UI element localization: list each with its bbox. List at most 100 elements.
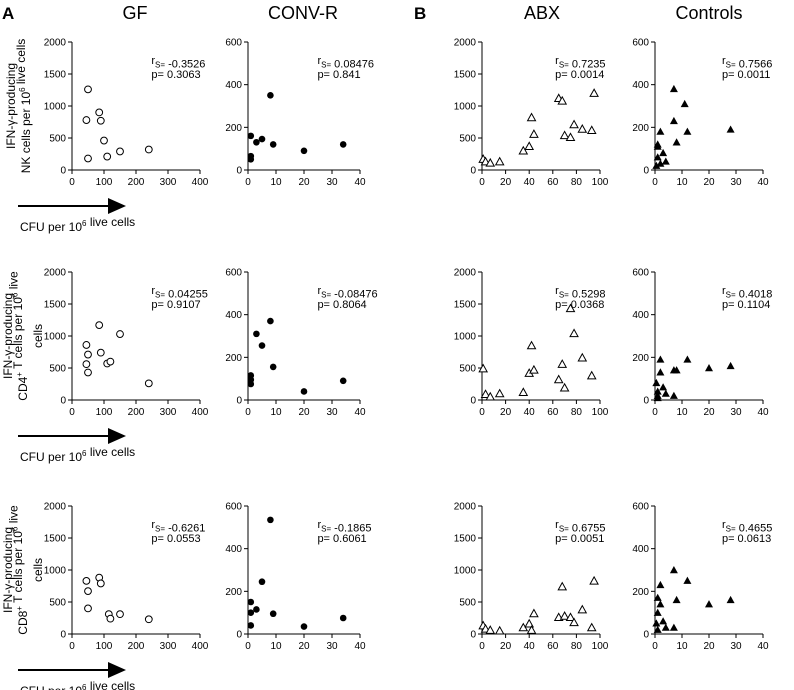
x-tick-label: 60 — [547, 177, 559, 188]
data-point — [577, 352, 588, 362]
x-tick-label: 60 — [547, 641, 559, 652]
cfu-arrow — [18, 662, 126, 678]
y-tick-label: 0 — [60, 396, 66, 407]
y-tick-label: 0 — [236, 396, 242, 407]
data-point — [683, 576, 692, 584]
cfu-label: CFU per 106 live cells — [20, 679, 135, 690]
row-ylabel: IFN-γ-producing NK cells per 106 live cel… — [4, 39, 33, 174]
data-point — [669, 566, 678, 574]
y-tick-label: 1000 — [44, 566, 67, 577]
figure-rows: IFN-γ-producing NK cells per 106 live cel… — [1, 39, 135, 690]
rs-annotation: rS= 0.6755 — [555, 519, 605, 534]
data-point — [144, 615, 153, 624]
data-point — [258, 342, 266, 349]
data-point — [656, 159, 665, 167]
y-tick-label: 400 — [632, 310, 649, 321]
ylabel-line: CD4+ T cells per 106 live — [6, 271, 30, 401]
x-tick-label: 0 — [245, 641, 251, 652]
data-point — [557, 95, 568, 105]
x-tick-label: 40 — [757, 407, 769, 418]
y-tick-label: 600 — [225, 38, 242, 49]
data-point — [683, 355, 692, 363]
data-point — [653, 593, 662, 601]
p-annotation: p= 0.8064 — [317, 299, 366, 311]
x-tick-label: 0 — [652, 407, 658, 418]
x-tick-label: 40 — [354, 407, 366, 418]
data-point — [339, 141, 347, 148]
data-point — [565, 132, 576, 142]
x-tick-label: 0 — [479, 641, 485, 652]
y-tick-label: 1500 — [44, 534, 67, 545]
column-title-abx: ABX — [524, 3, 560, 23]
data-point — [653, 140, 662, 148]
rs-annotation: rS= 0.4655 — [722, 519, 772, 534]
panel-label-a: A — [2, 4, 14, 23]
y-tick-label: 0 — [643, 396, 649, 407]
y-tick-label: 0 — [470, 396, 476, 407]
data-point — [106, 357, 115, 366]
x-tick-label: 400 — [192, 407, 209, 418]
y-tick-label: 500 — [49, 134, 66, 145]
p-annotation: p= 0.0368 — [555, 299, 604, 311]
x-tick-label: 0 — [245, 177, 251, 188]
data-point — [705, 364, 713, 372]
data-point — [557, 581, 568, 591]
y-tick-label: 600 — [632, 502, 649, 513]
y-tick-label: 500 — [459, 134, 476, 145]
data-point — [485, 625, 496, 634]
y-tick-label: 1500 — [44, 300, 67, 311]
y-tick-label: 400 — [225, 310, 242, 321]
data-point — [659, 617, 668, 625]
data-point — [559, 130, 570, 140]
data-point — [659, 148, 668, 157]
scatter-panel-nk-abx: 0 500 1000 1500 2000 0 20 40 60 80 100 rS= 0.7235p=… — [454, 38, 609, 189]
y-tick-label: 500 — [459, 364, 476, 375]
cfu-arrow — [18, 428, 126, 444]
y-tick-label: 0 — [60, 166, 66, 177]
data-point — [661, 623, 670, 631]
data-point — [269, 363, 277, 371]
data-point — [518, 145, 529, 155]
x-tick-label: 20 — [500, 177, 512, 188]
data-point — [84, 604, 92, 613]
rs-annotation: rS= 0.4018 — [722, 285, 772, 300]
y-tick-label: 0 — [643, 166, 649, 177]
data-point — [480, 389, 491, 398]
x-tick-label: 30 — [326, 641, 338, 652]
scatter-panel-cd8-gf: 0 500 1000 1500 2000 0 100 200 300 400 rS= -0.6261… — [44, 502, 209, 653]
data-point — [494, 388, 505, 398]
x-tick-label: 10 — [676, 177, 688, 188]
rs-annotation: rS= 0.5298 — [555, 285, 605, 300]
data-point — [529, 129, 539, 138]
data-point — [726, 125, 735, 133]
x-tick-label: 300 — [160, 641, 177, 652]
rs-annotation: rS= 0.08476 — [317, 55, 374, 70]
rs-annotation: rS= -0.3526 — [151, 55, 205, 70]
data-point — [96, 348, 105, 357]
x-tick-label: 0 — [69, 407, 75, 418]
data-point — [96, 116, 105, 125]
data-point — [253, 330, 260, 338]
y-tick-label: 1000 — [44, 332, 67, 343]
data-point — [672, 595, 681, 604]
rs-annotation: rS= -0.08476 — [317, 285, 377, 300]
y-tick-label: 200 — [225, 587, 242, 598]
y-tick-label: 200 — [632, 587, 649, 598]
rs-annotation: rS= 0.7235 — [555, 55, 605, 70]
x-tick-label: 200 — [128, 641, 145, 652]
data-point — [589, 88, 599, 97]
x-tick-label: 10 — [270, 407, 282, 418]
x-tick-label: 10 — [676, 641, 688, 652]
y-tick-label: 1000 — [44, 102, 67, 113]
p-annotation: p= 0.1104 — [722, 299, 770, 311]
cfu-label: CFU per 106 live cells — [20, 215, 135, 234]
x-tick-label: 20 — [500, 641, 512, 652]
x-tick-label: 30 — [326, 407, 338, 418]
y-tick-label: 500 — [49, 364, 66, 375]
p-annotation: p= 0.841 — [317, 69, 360, 81]
y-tick-label: 1000 — [454, 566, 477, 577]
x-tick-label: 20 — [298, 177, 310, 188]
data-point — [82, 341, 91, 349]
data-point — [267, 317, 274, 325]
